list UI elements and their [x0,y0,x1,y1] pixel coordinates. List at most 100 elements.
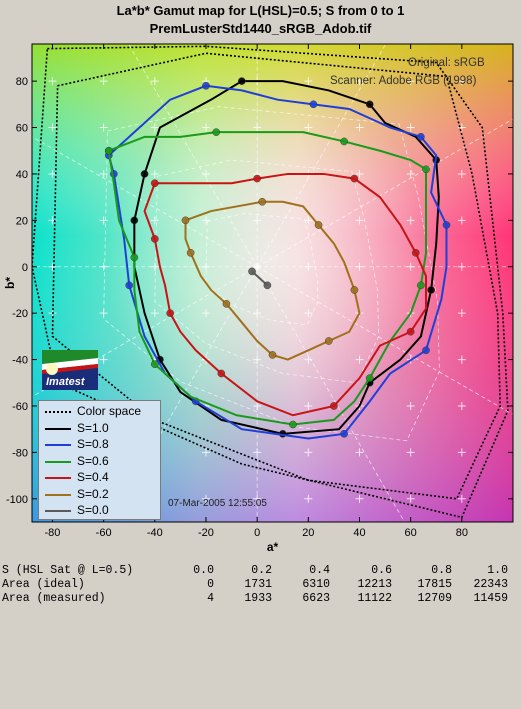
legend-swatch [45,444,71,446]
table-cell: 6310 [286,578,330,591]
series-point [351,286,358,293]
legend-label: S=0.6 [77,454,109,468]
series-point [422,166,429,173]
series-point [126,282,133,289]
series-point [351,175,358,182]
date-stamp: 07-Mar-2005 12:55:05 [168,498,267,509]
y-tick-label: 60 [16,123,28,135]
table-cell: 1933 [228,592,272,605]
series-point [325,337,332,344]
legend-label: S=0.4 [77,470,109,484]
table-header-row: S (HSL Sat @ L=0.5) 0.0 0.2 0.4 0.6 0.8 … [2,564,30,578]
series-point [422,347,429,354]
table-cell: 4 [170,592,214,605]
series-point [366,101,373,108]
legend-label: S=0.2 [77,487,109,501]
table-cell: 0.8 [408,564,452,577]
series-point [187,249,194,256]
table-ideal-row: Area (ideal) 0 1731 6310 12213 17815 223… [2,578,30,592]
series-point [223,300,230,307]
series-point [443,221,450,228]
series-point [315,221,322,228]
table-cell: 0.0 [170,564,214,577]
x-tick-label: 80 [456,527,468,539]
legend-swatch [45,411,71,413]
chart-subtitle: PremLusterStd1440_sRGB_Adob.tif [0,21,521,36]
table-measured-row: Area (measured) 4 1933 6623 11122 12709 … [2,592,30,606]
series-point [407,328,414,335]
series-point [238,78,245,85]
x-tick-label: 20 [302,527,314,539]
chart-title: La*b* Gamut map for L(HSL)=0.5; S from 0… [0,3,521,18]
y-tick-label: -40 [12,355,28,367]
area-table: S (HSL Sat @ L=0.5) 0.0 0.2 0.4 0.6 0.8 … [0,562,521,607]
series-point [151,180,158,187]
legend-label: Color space [77,404,141,418]
y-tick-label: -20 [12,308,28,320]
series-point [259,198,266,205]
imatest-logo-icon: Imatest [42,350,98,390]
series-point [330,402,337,409]
series-point [412,249,419,256]
table-cell: 0 [170,578,214,591]
y-axis-label: b* [3,277,17,289]
series-point [428,286,435,293]
series-point [131,217,138,224]
table-cell: 11459 [464,592,508,605]
table-cell: 6623 [286,592,330,605]
x-tick-label: 40 [353,527,365,539]
x-tick-label: -20 [198,527,214,539]
series-point [264,282,271,289]
series-point [213,129,220,136]
table-ideal-label: Area (ideal) [2,578,85,591]
series-point [151,361,158,368]
table-cell: 0.4 [286,564,330,577]
table-cell: 12213 [348,578,392,591]
table-cell: 1.0 [464,564,508,577]
x-axis-label: a* [267,540,279,554]
table-cell: 11122 [348,592,392,605]
y-tick-label: -80 [12,447,28,459]
series-point [341,430,348,437]
series-point [105,147,112,154]
legend-swatch [45,510,71,512]
table-cell: 1731 [228,578,272,591]
y-tick-label: -60 [12,401,28,413]
x-tick-label: -40 [147,527,163,539]
series-point [254,175,261,182]
series-point [366,375,373,382]
legend-swatch [45,494,71,496]
series-point [310,101,317,108]
y-tick-label: 40 [16,169,28,181]
imatest-logo-text: Imatest [46,376,86,388]
series-point [341,138,348,145]
table-cell: 17815 [408,578,452,591]
x-tick-label: -80 [45,527,61,539]
series-point [131,254,138,261]
series-point [417,133,424,140]
x-tick-label: 60 [405,527,417,539]
y-tick-label: 80 [16,76,28,88]
table-cell: 22343 [464,578,508,591]
legend-label: S=0.0 [77,503,109,517]
series-point [218,370,225,377]
legend-label: S=0.8 [77,437,109,451]
y-tick-label: 20 [16,215,28,227]
legend-swatch [45,428,71,430]
series-point [417,282,424,289]
original-colorspace-note: Original: sRGB [408,57,485,69]
series-point [141,170,148,177]
table-header-label: S (HSL Sat @ L=0.5) [2,564,133,577]
imatest-logo: Imatest [42,350,98,390]
x-tick-label: -60 [96,527,112,539]
series-point [269,351,276,358]
series-point [151,235,158,242]
y-tick-label: -100 [6,494,28,506]
series-point [248,268,255,275]
legend-swatch [45,477,71,479]
table-measured-label: Area (measured) [2,592,106,605]
table-cell: 0.6 [348,564,392,577]
table-cell: 0.2 [228,564,272,577]
table-cell: 12709 [408,592,452,605]
chart-legend: Color space S=1.0 S=0.8 S=0.6 S=0.4 S=0.2 S=0.… [38,400,161,520]
